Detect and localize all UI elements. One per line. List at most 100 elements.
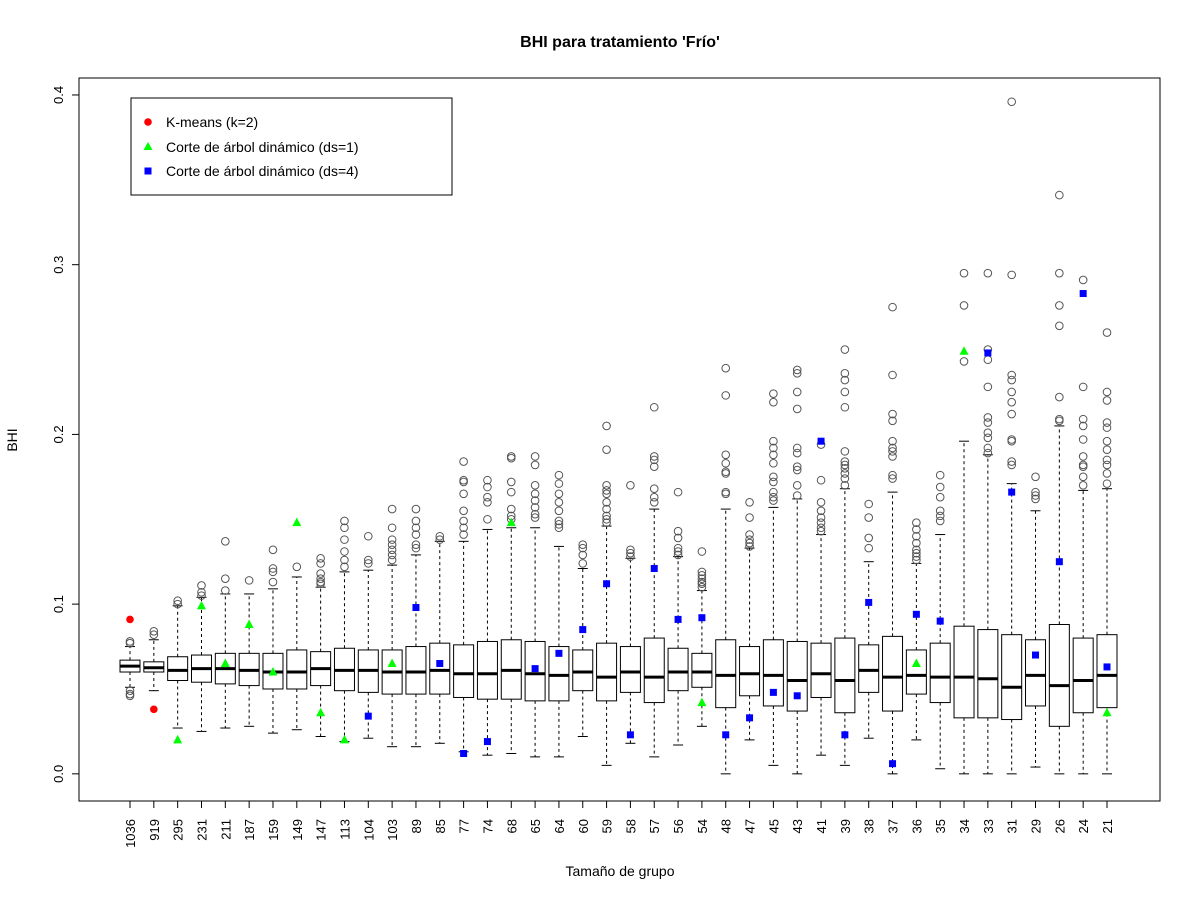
outlier-point — [1007, 409, 1016, 419]
outlier-point — [769, 477, 778, 487]
outlier-point — [745, 538, 754, 548]
outlier-point — [792, 404, 802, 414]
ds4-point — [698, 614, 706, 622]
outlier-point — [1007, 435, 1016, 444]
ds4-point — [555, 649, 563, 657]
outlier-point — [816, 518, 826, 527]
x-tick-label: 56 — [671, 819, 686, 833]
x-tick-label: 1036 — [123, 819, 138, 848]
outlier-point — [602, 445, 611, 454]
outlier-point — [435, 531, 445, 541]
x-tick-label: 113 — [337, 819, 352, 840]
outlier-point — [530, 460, 540, 470]
outlier-point — [602, 504, 611, 514]
box-187 — [238, 576, 260, 727]
x-tick-label: 211 — [218, 819, 233, 840]
outlier-point — [1007, 270, 1016, 280]
ds1-point — [1102, 707, 1112, 717]
outlier-point — [649, 452, 659, 461]
outlier-point — [530, 496, 540, 505]
outlier-point — [411, 516, 421, 526]
x-tick-label: 58 — [623, 819, 638, 833]
outlier-point — [673, 526, 683, 536]
outlier-point — [483, 514, 492, 524]
outlier-point — [649, 497, 659, 507]
outlier-point — [840, 464, 850, 473]
x-tick-label: 33 — [981, 819, 996, 833]
outlier-point — [459, 506, 468, 516]
outlier-point — [792, 387, 802, 397]
x-tick-label: 64 — [552, 819, 567, 833]
outlier-point — [530, 509, 540, 519]
outlier-point — [387, 504, 397, 514]
box-iqr — [715, 639, 737, 709]
outlier-point — [959, 268, 969, 278]
ds4-point — [1103, 663, 1111, 671]
box-iqr — [810, 642, 832, 698]
box-919 — [143, 626, 165, 692]
box-26 — [1048, 190, 1070, 775]
outlier-point — [340, 555, 349, 565]
legend-ds1-marker — [143, 142, 153, 150]
outlier-point — [912, 518, 921, 527]
outlier-point — [554, 479, 564, 488]
outlier-point — [578, 550, 588, 560]
outlier-point — [1078, 275, 1088, 285]
outlier-point — [530, 452, 540, 461]
outlier-point — [912, 545, 921, 555]
outlier-point — [697, 547, 707, 556]
ds1-point — [506, 517, 516, 527]
box-37 — [882, 302, 904, 775]
ds4-point — [483, 738, 491, 746]
outlier-point — [340, 562, 349, 572]
x-tick-label: 45 — [766, 819, 781, 833]
outlier-point — [1078, 472, 1088, 482]
outlier-point — [840, 469, 850, 478]
box-iqr — [1072, 637, 1094, 714]
box-series — [119, 97, 1118, 775]
outlier-point — [673, 487, 683, 497]
x-tick-label: 85 — [433, 819, 448, 833]
outlier-point — [459, 530, 468, 539]
outlier-point — [864, 499, 874, 509]
outlier-point — [1031, 487, 1040, 497]
outlier-point — [649, 462, 659, 471]
outlier-point — [554, 516, 564, 526]
outlier-point — [697, 582, 707, 592]
box-iqr — [1096, 634, 1118, 709]
outlier-point — [649, 484, 659, 494]
box-iqr — [1025, 639, 1047, 707]
box-29 — [1025, 472, 1047, 768]
outlier-point — [221, 586, 230, 595]
outlier-point — [149, 626, 159, 636]
outlier-point — [769, 443, 778, 453]
x-tick-label: 919 — [147, 819, 162, 841]
box-159 — [262, 545, 284, 734]
outlier-point — [816, 513, 826, 522]
ds4-point — [817, 437, 825, 445]
outlier-point — [745, 542, 754, 551]
outlier-point — [792, 443, 802, 453]
outlier-point — [387, 540, 397, 550]
outlier-point — [673, 547, 683, 556]
outlier-point — [626, 548, 635, 558]
box-iqr — [977, 629, 999, 719]
outlier-point — [792, 491, 802, 500]
box-iqr — [786, 640, 808, 712]
x-tick-label: 149 — [290, 819, 305, 841]
outlier-point — [983, 428, 993, 438]
x-tick-label: 29 — [1029, 819, 1044, 833]
legend: K-means (k=2) Corte de árbol dinámico (d… — [130, 97, 453, 196]
outlier-point — [1055, 414, 1064, 424]
kmeans-point — [126, 615, 134, 624]
outlier-point — [1055, 392, 1064, 402]
outlier-point — [602, 518, 611, 527]
box-77 — [453, 457, 475, 753]
box-iqr — [953, 625, 975, 719]
y-tick-label: 0.4 — [51, 86, 66, 104]
outlier-point — [912, 552, 921, 561]
ds4-point — [793, 692, 801, 700]
box-54 — [691, 547, 713, 727]
outlier-point — [459, 489, 468, 499]
legend-ds4-label: Corte de árbol dinámico (ds=4) — [166, 163, 359, 179]
